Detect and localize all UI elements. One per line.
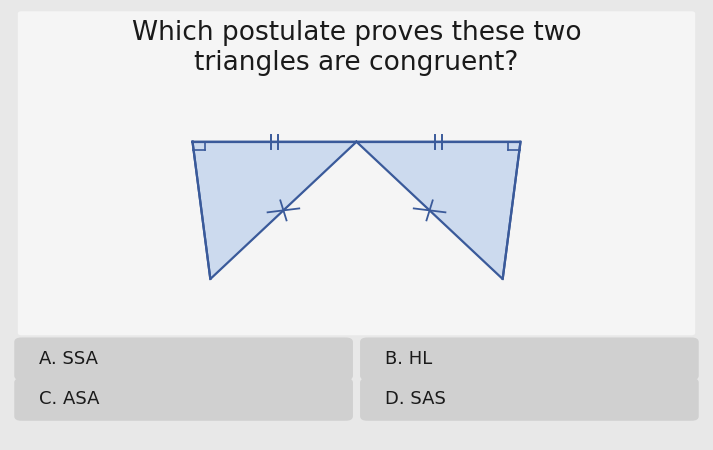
FancyBboxPatch shape (14, 338, 353, 380)
FancyBboxPatch shape (18, 11, 695, 335)
Text: A. SSA: A. SSA (39, 350, 98, 368)
Text: C. ASA: C. ASA (39, 391, 100, 409)
FancyBboxPatch shape (360, 338, 699, 380)
Text: D. SAS: D. SAS (385, 391, 446, 409)
Polygon shape (356, 142, 520, 279)
Text: Which postulate proves these two
triangles are congruent?: Which postulate proves these two triangl… (132, 20, 581, 76)
FancyBboxPatch shape (14, 378, 353, 421)
FancyBboxPatch shape (360, 378, 699, 421)
Polygon shape (193, 142, 356, 279)
Text: B. HL: B. HL (385, 350, 432, 368)
